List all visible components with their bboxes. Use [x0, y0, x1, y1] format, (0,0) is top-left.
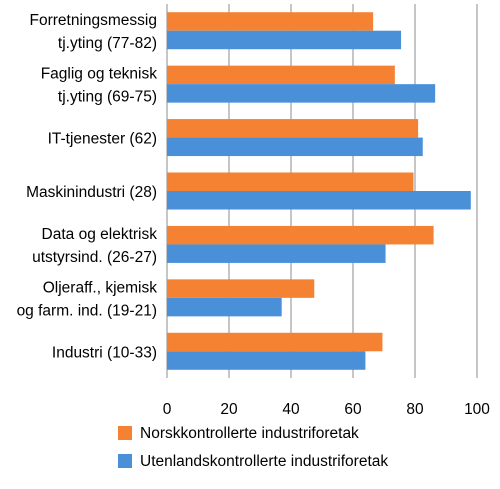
x-axis: 0 20 40 60 80 100 [163, 401, 491, 418]
x-tick-label: 20 [220, 401, 238, 418]
legend-label: Utenlandskontrollerte industriforetak [140, 453, 388, 470]
x-tick-label: 0 [163, 401, 172, 418]
legend: Norskkontrollerte industriforetak Utenlan… [118, 425, 388, 470]
category-label: Oljeraff., kjemisk og farm. ind. (19-21) [17, 279, 158, 319]
bar-series-1 [167, 119, 419, 138]
bars [167, 12, 471, 370]
legend-label: Norskkontrollerte industriforetak [140, 425, 359, 442]
bar-series-2 [167, 30, 402, 50]
bar-series-1 [167, 12, 374, 31]
category-label: IT-tjenester (62) [48, 131, 157, 148]
bar-series-1 [167, 172, 414, 191]
category-label: Data og elektrisk utstyrsind. (26-27) [32, 226, 157, 266]
bar-series-1 [167, 332, 383, 352]
category-label: Maskinindustri (28) [26, 184, 157, 201]
bar-series-2 [167, 297, 282, 317]
bar-series-2 [167, 137, 423, 157]
bar-series-2 [167, 84, 436, 103]
x-tick-label: 40 [282, 401, 300, 418]
bar-series-1 [167, 279, 315, 298]
x-tick-label: 60 [344, 401, 362, 418]
x-tick-label: 80 [406, 401, 424, 418]
bar-series-2 [167, 351, 366, 370]
legend-swatch [118, 454, 132, 468]
category-label: Forretningsmessig tj.yting (77-82) [30, 12, 158, 52]
legend-swatch [118, 426, 132, 440]
bar-series-1 [167, 65, 395, 85]
bar-series-2 [167, 191, 471, 210]
bar-series-1 [167, 225, 434, 245]
category-label: Faglig og teknisk tj.yting (69-75) [41, 66, 158, 106]
x-tick-label: 100 [464, 401, 490, 418]
category-label: Industri (10-33) [52, 344, 157, 361]
category-labels: Forretningsmessig tj.yting (77-82) Faglig … [17, 12, 158, 361]
bar-series-2 [167, 244, 386, 263]
